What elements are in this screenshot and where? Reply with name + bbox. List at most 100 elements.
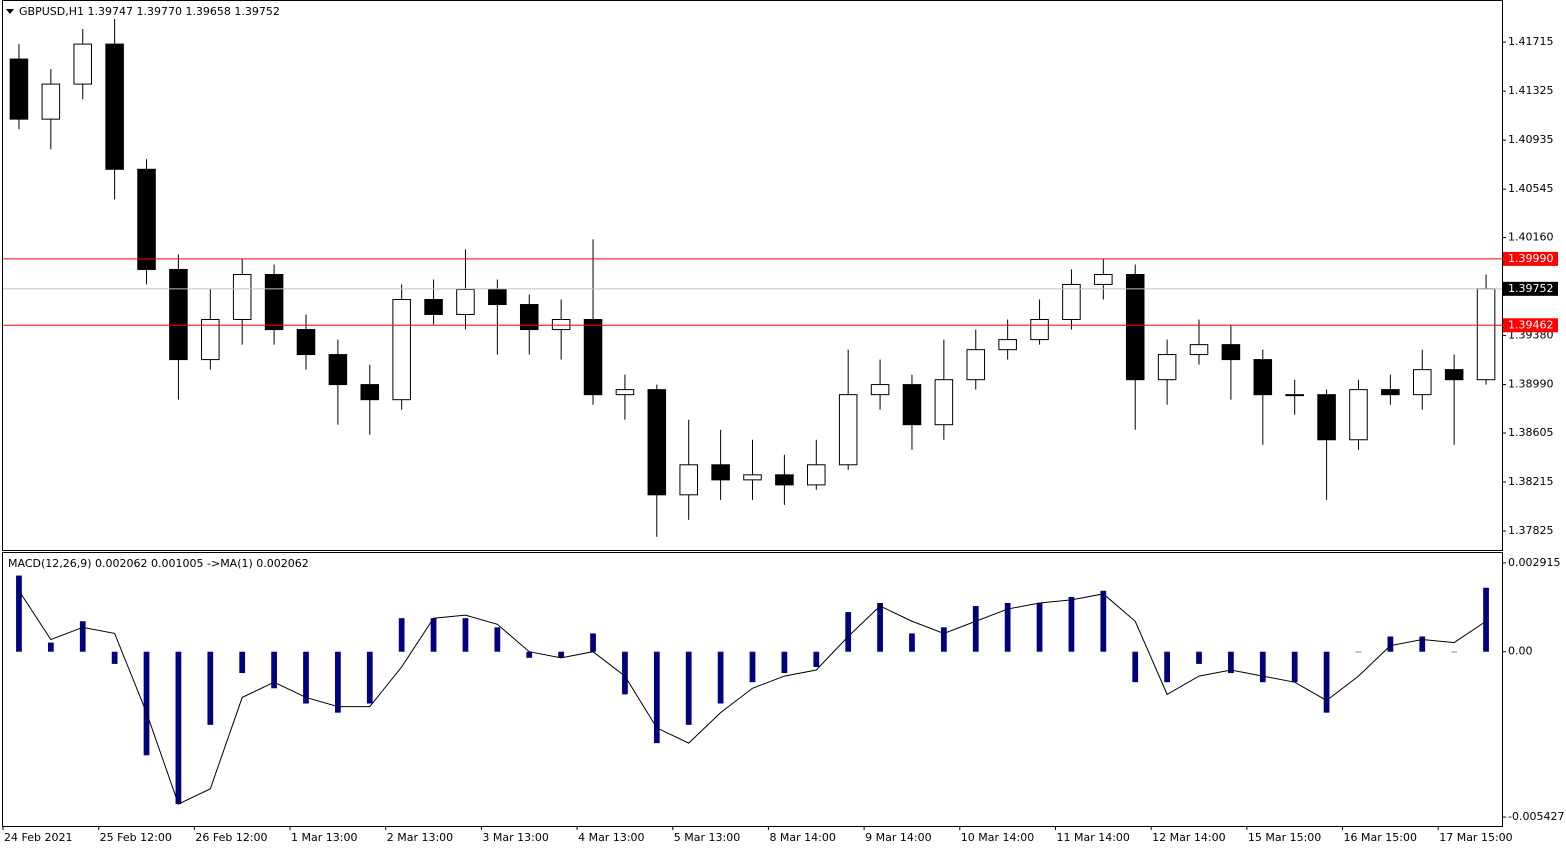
macd-bar xyxy=(366,651,373,704)
x-tick-label: 26 Feb 12:00 xyxy=(195,831,267,844)
macd-bar xyxy=(590,633,596,652)
macd-bar xyxy=(16,575,22,652)
macd-bar xyxy=(1355,651,1362,653)
y-tick-label: 0.002915 xyxy=(1508,556,1561,569)
x-tick-label: 9 Mar 14:00 xyxy=(865,831,931,844)
candle-body xyxy=(1285,394,1304,397)
candle-body xyxy=(1157,354,1177,381)
y-tick-label: -0.005427 xyxy=(1508,810,1564,823)
candle-body xyxy=(775,474,794,486)
macd-bar xyxy=(526,651,533,658)
macd-bar xyxy=(462,618,469,652)
macd-bar xyxy=(1068,596,1075,652)
candle-body xyxy=(424,299,443,315)
macd-bar xyxy=(1451,651,1458,653)
macd-plot xyxy=(16,575,1489,805)
macd-bar xyxy=(1228,651,1234,674)
candle-body xyxy=(169,268,188,361)
y-tick-label: 1.41325 xyxy=(1508,84,1554,97)
macd-bar xyxy=(685,651,692,725)
candle-body xyxy=(1125,273,1145,381)
candle-body xyxy=(1189,344,1209,356)
candle-body xyxy=(488,288,507,306)
candle-body xyxy=(1444,369,1464,381)
macd-panel xyxy=(2,552,1503,827)
candle-body xyxy=(998,339,1017,351)
y-tick-label: 1.41715 xyxy=(1508,35,1554,48)
candle-body xyxy=(1253,359,1273,396)
candle-body xyxy=(551,318,571,331)
menu-triangle[interactable] xyxy=(6,9,14,14)
level-label-bg xyxy=(1503,318,1558,333)
candle-body xyxy=(615,389,635,396)
macd-bar xyxy=(622,651,628,695)
y-tick-label: 0.00 xyxy=(1508,645,1533,658)
x-tick-label: 17 Mar 15:00 xyxy=(1439,831,1512,844)
x-tick-label: 15 Mar 15:00 xyxy=(1248,831,1321,844)
macd-bar xyxy=(430,618,437,652)
macd-bar xyxy=(717,651,724,704)
macd-bar xyxy=(1036,602,1043,652)
candle-body xyxy=(41,83,61,120)
candle-body xyxy=(966,349,986,381)
macd-bar xyxy=(1387,636,1394,652)
macd-bar xyxy=(1259,651,1266,683)
x-tick-label: 16 Mar 15:00 xyxy=(1344,831,1417,844)
macd-bar xyxy=(1323,651,1330,713)
macd-bar xyxy=(1419,636,1426,652)
candle-body xyxy=(296,329,316,356)
macd-bar xyxy=(175,651,182,805)
macd-bar xyxy=(845,612,852,652)
y-tick-label: 1.38990 xyxy=(1508,378,1554,391)
candle-body xyxy=(519,304,539,331)
macd-bar xyxy=(271,651,277,689)
chart-title: GBPUSD,H1 1.39747 1.39770 1.39658 1.3975… xyxy=(19,5,280,18)
y-tick-label: 1.38605 xyxy=(1508,426,1554,439)
candle-body xyxy=(1381,389,1400,396)
candle-body xyxy=(105,43,124,170)
macd-bar xyxy=(111,651,118,664)
x-tick-label: 12 Mar 14:00 xyxy=(1152,831,1225,844)
y-tick-label: 1.38215 xyxy=(1508,475,1554,488)
candle-body xyxy=(711,464,730,481)
candle-body xyxy=(360,384,380,401)
candle-body xyxy=(1221,344,1241,361)
signal-line xyxy=(18,590,1487,805)
y-tick-label: 1.40935 xyxy=(1508,133,1554,146)
candle-body xyxy=(456,288,475,315)
candle-body xyxy=(137,168,156,270)
x-tick-label: 2 Mar 13:00 xyxy=(387,831,453,844)
macd-bar xyxy=(558,651,565,658)
candle-body xyxy=(583,318,603,396)
candle-body xyxy=(870,384,890,396)
candle-body xyxy=(328,354,348,386)
macd-bar xyxy=(494,627,501,652)
candle-body xyxy=(264,273,284,331)
x-tick-label: 11 Mar 14:00 xyxy=(1056,831,1129,844)
macd-bar xyxy=(909,633,915,652)
x-tick-label: 8 Mar 14:00 xyxy=(769,831,835,844)
x-tick-label: 4 Mar 13:00 xyxy=(578,831,644,844)
macd-bar xyxy=(749,651,756,683)
x-tick-label: 10 Mar 14:00 xyxy=(961,831,1034,844)
macd-bar xyxy=(1004,602,1011,652)
macd-bar xyxy=(781,651,788,674)
y-tick-label: 1.40545 xyxy=(1508,182,1554,195)
macd-bar xyxy=(1483,587,1489,652)
macd-bar xyxy=(207,651,214,725)
macd-bar xyxy=(877,602,883,652)
candle-body xyxy=(1476,288,1496,381)
macd-title: MACD(12,26,9) 0.002062 0.001005 ->MA(1) … xyxy=(8,557,309,570)
macd-bar xyxy=(813,651,820,667)
candle-body xyxy=(807,464,826,486)
macd-bar xyxy=(398,618,405,652)
candle-body xyxy=(392,299,411,401)
candle-body xyxy=(1349,389,1368,441)
candle-body xyxy=(232,273,252,320)
macd-bar xyxy=(47,642,54,652)
macd-bar xyxy=(1164,651,1170,683)
y-tick-label: 1.40160 xyxy=(1508,231,1554,244)
macd-bar xyxy=(239,651,246,674)
macd-bar xyxy=(335,651,341,713)
